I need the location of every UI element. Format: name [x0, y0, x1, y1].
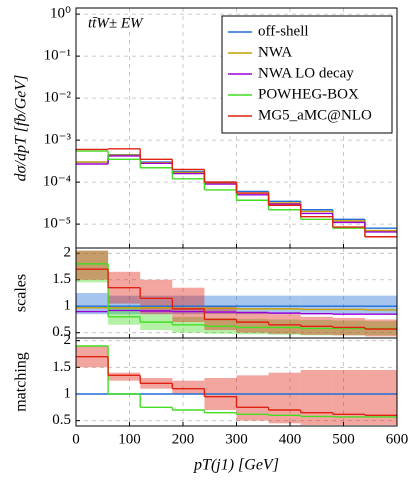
y-tick-label: 1.5 [52, 359, 71, 375]
x-tick-label: 300 [225, 431, 248, 447]
band [140, 295, 173, 315]
plot-area [76, 250, 397, 337]
band [108, 372, 141, 381]
y-axis-label: matching [13, 352, 30, 412]
band [332, 317, 365, 336]
band [76, 250, 109, 283]
x-tick-label: 400 [279, 431, 302, 447]
band [268, 314, 301, 334]
y-tick-label: 0.5 [52, 324, 71, 340]
band [76, 293, 109, 315]
y-axis-label: dσ/dpT [fb/GeV] [13, 75, 30, 182]
band [268, 295, 301, 315]
band [76, 250, 109, 280]
y-tick-label: 10⁰ [50, 6, 71, 22]
y-tick-label: 1.5 [52, 271, 71, 287]
x-tick-label: 500 [332, 431, 355, 447]
band [364, 295, 397, 315]
band [140, 279, 173, 315]
plot-area [76, 148, 397, 238]
y-tick-label: 2 [64, 245, 72, 261]
band [332, 295, 365, 315]
x-tick-label: 0 [72, 431, 80, 447]
y-axis-label: scales [13, 274, 30, 312]
band [236, 375, 269, 421]
y-tick-label: 10⁻² [44, 90, 72, 106]
x-tick-label: 100 [118, 431, 141, 447]
band [108, 295, 141, 315]
y-tick-label: 10⁻⁴ [43, 174, 71, 190]
legend-label: NWA [258, 44, 292, 60]
x-axis-label: pT(j1) [GeV] [193, 457, 279, 474]
y-tick-label: 1 [64, 298, 72, 314]
band [300, 295, 333, 315]
band [332, 370, 365, 425]
legend-label: off-shell [258, 23, 309, 39]
band [204, 295, 237, 315]
band [172, 380, 205, 394]
y-tick-label: 2 [64, 332, 72, 348]
y-tick-label: 0.5 [52, 412, 71, 428]
band [172, 287, 205, 323]
band [236, 295, 269, 315]
band [300, 320, 333, 336]
legend-label: NWA LO decay [258, 65, 354, 81]
y-tick-label: 10⁻¹ [44, 48, 71, 64]
legend-label: POWHEG-BOX [258, 86, 359, 102]
legend-label: MG5_aMC@NLO [258, 107, 372, 123]
x-tick-label: 200 [172, 431, 195, 447]
plot-area [76, 345, 397, 425]
annotation: tt̄W± EW [88, 15, 144, 31]
y-tick-label: 10⁻³ [44, 132, 72, 148]
x-tick-label: 600 [386, 431, 409, 447]
y-tick-label: 1 [64, 385, 72, 401]
y-tick-label: 10⁻⁵ [43, 216, 71, 232]
band [108, 306, 141, 325]
